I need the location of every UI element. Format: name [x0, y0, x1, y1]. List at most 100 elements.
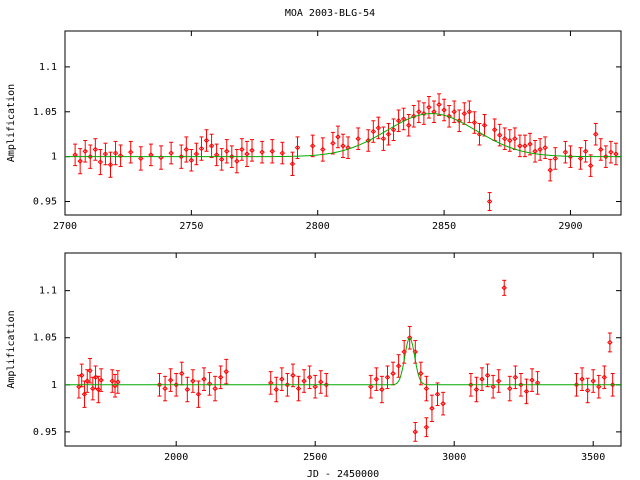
data-point	[573, 382, 580, 388]
data-point	[193, 151, 200, 157]
top-panel-zoomed: 2700 2750 2800 2850 2900 0.95 1 1.05 1.1 Amplific…	[6, 30, 622, 232]
model-curve	[65, 336, 621, 386]
data-point	[92, 146, 99, 153]
data-point	[517, 143, 523, 149]
data-point	[537, 146, 543, 153]
data-point	[323, 382, 330, 388]
data-point	[512, 135, 518, 142]
data-point	[167, 377, 174, 383]
data-point	[598, 146, 604, 153]
y-axis-label: Amplification	[6, 310, 17, 388]
data-point	[244, 151, 250, 157]
data-point	[490, 383, 496, 390]
data-point	[440, 400, 446, 407]
data-point	[562, 149, 569, 155]
y-tick-label: 1.05	[33, 107, 57, 118]
data-point	[168, 150, 174, 156]
data-point	[295, 385, 302, 392]
data-point	[224, 148, 230, 154]
data-point	[423, 385, 430, 392]
x-tick-label: 2850	[432, 221, 456, 232]
data-point	[523, 388, 530, 395]
data-point	[279, 376, 285, 382]
x-tick-label: 2750	[179, 221, 203, 232]
data-point	[406, 122, 412, 128]
data-point	[84, 378, 90, 384]
data-point	[608, 149, 614, 155]
data-point	[512, 374, 519, 380]
data-point	[162, 385, 168, 392]
data-point	[259, 149, 265, 155]
data-point	[522, 143, 528, 149]
data-point	[601, 374, 608, 380]
data-point	[466, 109, 473, 115]
data-point	[375, 125, 382, 131]
data-point	[179, 370, 185, 377]
data-point	[423, 424, 430, 430]
data-point	[507, 137, 513, 144]
data-point	[95, 386, 102, 393]
data-point	[603, 153, 609, 160]
data-point	[128, 149, 134, 155]
data-point	[190, 378, 196, 384]
bottom-panel-full: 2000 2500 3000 3500 0.95 1 1.05 1.1 Amplificatio…	[6, 252, 622, 480]
data-point	[306, 374, 313, 380]
data-point	[484, 372, 491, 379]
data-point	[184, 386, 191, 393]
x-tick-label: 2700	[53, 221, 77, 232]
data-point	[496, 132, 503, 138]
data-point	[183, 146, 190, 153]
data-point	[481, 122, 488, 128]
data-point	[529, 377, 535, 383]
data-point	[390, 127, 397, 133]
data-point	[471, 119, 478, 126]
data-point	[501, 285, 507, 291]
data-point	[178, 153, 184, 160]
data-point	[229, 153, 235, 160]
data-point	[407, 335, 413, 341]
data-point	[436, 101, 442, 108]
data-point	[87, 153, 93, 160]
data-point	[552, 155, 558, 162]
data-point	[335, 134, 341, 140]
data-point	[426, 104, 432, 111]
data-point	[203, 137, 210, 144]
data-point	[373, 376, 380, 382]
data-point	[607, 339, 613, 346]
data-point	[188, 157, 195, 163]
data-point	[395, 363, 402, 369]
data-point	[421, 110, 427, 117]
data-point	[582, 148, 589, 154]
data-point	[76, 383, 82, 390]
data-point	[434, 391, 441, 397]
data-point	[294, 144, 301, 151]
data-point	[217, 374, 224, 380]
data-point	[486, 198, 493, 205]
data-point	[384, 374, 391, 380]
data-point	[195, 391, 202, 397]
data-point	[212, 385, 218, 392]
y-tick-label: 1	[51, 152, 57, 163]
data-point	[451, 109, 457, 115]
data-point	[98, 377, 104, 383]
data-point	[201, 376, 207, 382]
data-point	[301, 378, 307, 384]
data-point	[370, 128, 377, 135]
data-point	[320, 146, 326, 153]
data-point	[355, 135, 361, 142]
data-point	[309, 143, 316, 149]
y-tick-label: 1.1	[39, 62, 57, 73]
data-point	[418, 370, 424, 377]
data-point	[547, 167, 553, 173]
data-point	[273, 386, 279, 393]
plot-frame	[64, 30, 622, 216]
x-tick-label: 2000	[164, 452, 188, 463]
data-point	[613, 151, 619, 157]
data-point	[112, 150, 119, 156]
data-point	[107, 162, 114, 168]
data-point	[502, 135, 508, 142]
data-point	[312, 383, 318, 390]
data-point	[156, 382, 163, 388]
data-point	[340, 143, 346, 149]
data-point	[491, 127, 498, 133]
